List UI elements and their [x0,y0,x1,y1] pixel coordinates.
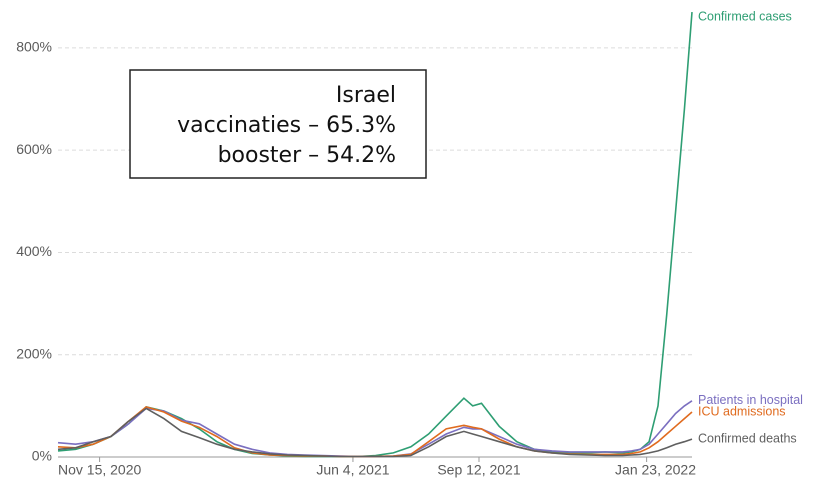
series-line [57,407,693,458]
y-tick-label: 800% [16,39,52,55]
line-end-label: ICU admissions [698,404,786,418]
x-tick-label: Sep 12, 2021 [437,462,521,478]
annotation-box [129,69,427,179]
line-end-label: Patients in hospital [698,393,803,407]
annotation-line: booster – 54.2% [218,143,396,168]
x-tick-label: Jun 4, 2021 [316,462,389,478]
series-line [57,400,693,458]
x-tick-label: Jan 23, 2022 [615,462,696,478]
annotation-line: vaccinaties – 65.3% [177,113,396,138]
y-tick-label: 600% [16,141,52,157]
y-tick-label: 200% [16,345,52,361]
series-line [57,12,693,458]
line-end-label: Confirmed cases [698,9,792,23]
x-tick-label: Nov 15, 2020 [58,462,141,478]
line-end-label: Confirmed deaths [698,431,797,445]
y-tick-label: 400% [16,243,52,259]
annotation-line: Israel [336,83,396,108]
y-tick-label: 0% [32,448,52,464]
series-line [57,406,693,458]
